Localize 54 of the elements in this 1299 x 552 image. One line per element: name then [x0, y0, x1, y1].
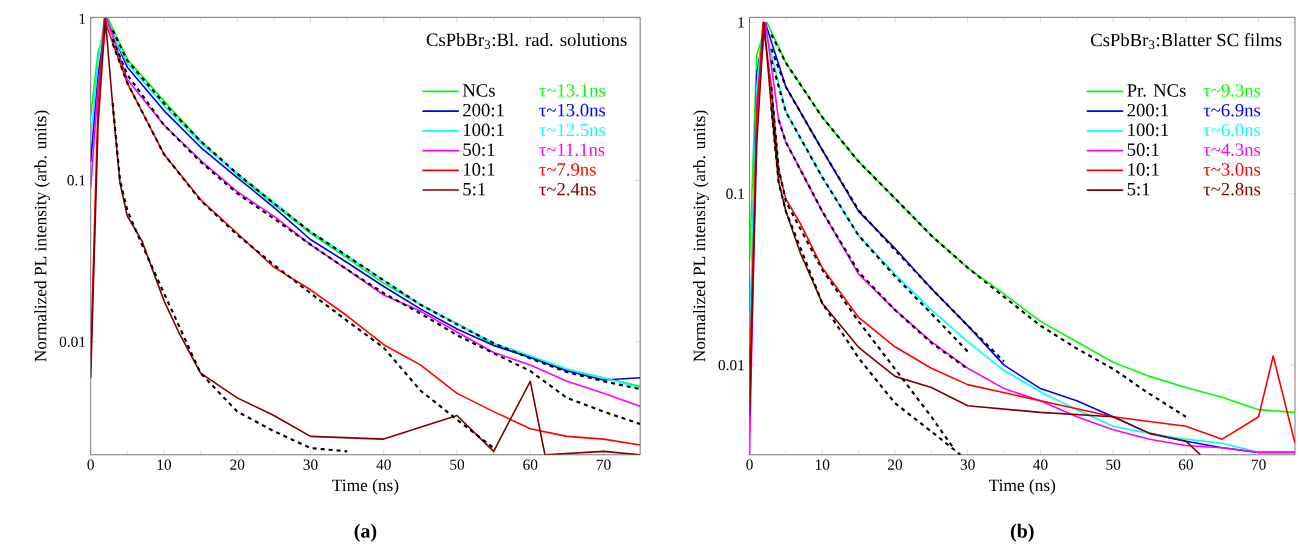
- x-tick-label: 10: [157, 459, 172, 470]
- legend-label: 5:1: [1127, 182, 1150, 196]
- legend-title: CsPbBr$_{3}$:Blatter SC films: [1091, 32, 1282, 50]
- legend-label: 50:1: [1127, 143, 1159, 156]
- x-tick-label: 50: [1106, 459, 1121, 470]
- legend-label: 10:1: [463, 163, 495, 176]
- text: (a): [354, 523, 377, 542]
- x-tick-label: 0: [87, 459, 94, 470]
- annotation: τ~4.3ns: [1203, 143, 1261, 156]
- annotation: τ~7.9ns: [539, 163, 596, 176]
- legend-label: 10:1: [1128, 163, 1159, 176]
- x-tick-label: 20: [887, 459, 903, 470]
- y-axis-title: Normalized PL intensity (arb. units): [693, 110, 709, 362]
- x-tick-label: 30: [303, 459, 318, 470]
- legend-label: 100:1: [463, 123, 504, 137]
- legend-label: NCs: [462, 84, 495, 97]
- x-tick-label: 40: [1033, 459, 1048, 470]
- x-tick-label: 70: [596, 459, 611, 470]
- legend-label: 200:1: [463, 103, 504, 117]
- x-tick-label: 60: [1178, 459, 1193, 470]
- legend-label: Pr. NCs: [1127, 84, 1186, 97]
- y-tick-label: 1: [79, 13, 86, 24]
- x-tick-label: 10: [815, 459, 830, 470]
- annotation: τ~2.8ns: [1203, 182, 1261, 196]
- x-tick-label: 30: [960, 459, 975, 470]
- annotation: τ~9.3ns: [1203, 84, 1261, 97]
- annotation: τ~6.0ns: [1203, 123, 1261, 137]
- annotation: τ~2.4ns: [539, 182, 596, 196]
- text: (b): [1010, 523, 1034, 542]
- annotation: τ~12.5ns: [539, 123, 606, 137]
- annotation: τ~6.9ns: [1203, 103, 1261, 117]
- y-tick-label: 0.01: [59, 336, 86, 347]
- x-tick-label: 60: [523, 459, 538, 470]
- x-tick-label: 50: [450, 459, 465, 470]
- y-tick-label: 0.1: [67, 175, 86, 186]
- legend-label: 100:1: [1128, 123, 1169, 137]
- x-tick-label: 40: [376, 459, 391, 470]
- x-tick-label: 20: [230, 459, 245, 470]
- y-axis-title: Normalized PL intensity (arb. units): [34, 110, 50, 362]
- legend-label: 50:1: [463, 143, 495, 156]
- annotation: τ~13.1ns: [539, 84, 606, 97]
- annotation: τ~3.0ns: [1203, 163, 1261, 176]
- legend-label: 200:1: [1127, 103, 1169, 117]
- annotation: τ~13.0ns: [539, 103, 606, 117]
- legend-title: CsPbBr$_{3}$:Bl. rad. solutions: [426, 32, 627, 49]
- x-axis-title: Time (ns): [988, 478, 1056, 495]
- annotation: τ~11.1ns: [539, 143, 605, 156]
- y-tick-label: 1: [738, 17, 744, 28]
- x-tick-label: 70: [1251, 459, 1266, 470]
- x-tick-label: 0: [746, 459, 753, 470]
- x-axis-title: Time (ns): [332, 478, 399, 495]
- y-tick-label: 0.01: [718, 359, 744, 371]
- y-tick-label: 0.1: [726, 188, 744, 199]
- legend-label: 5:1: [463, 182, 486, 196]
